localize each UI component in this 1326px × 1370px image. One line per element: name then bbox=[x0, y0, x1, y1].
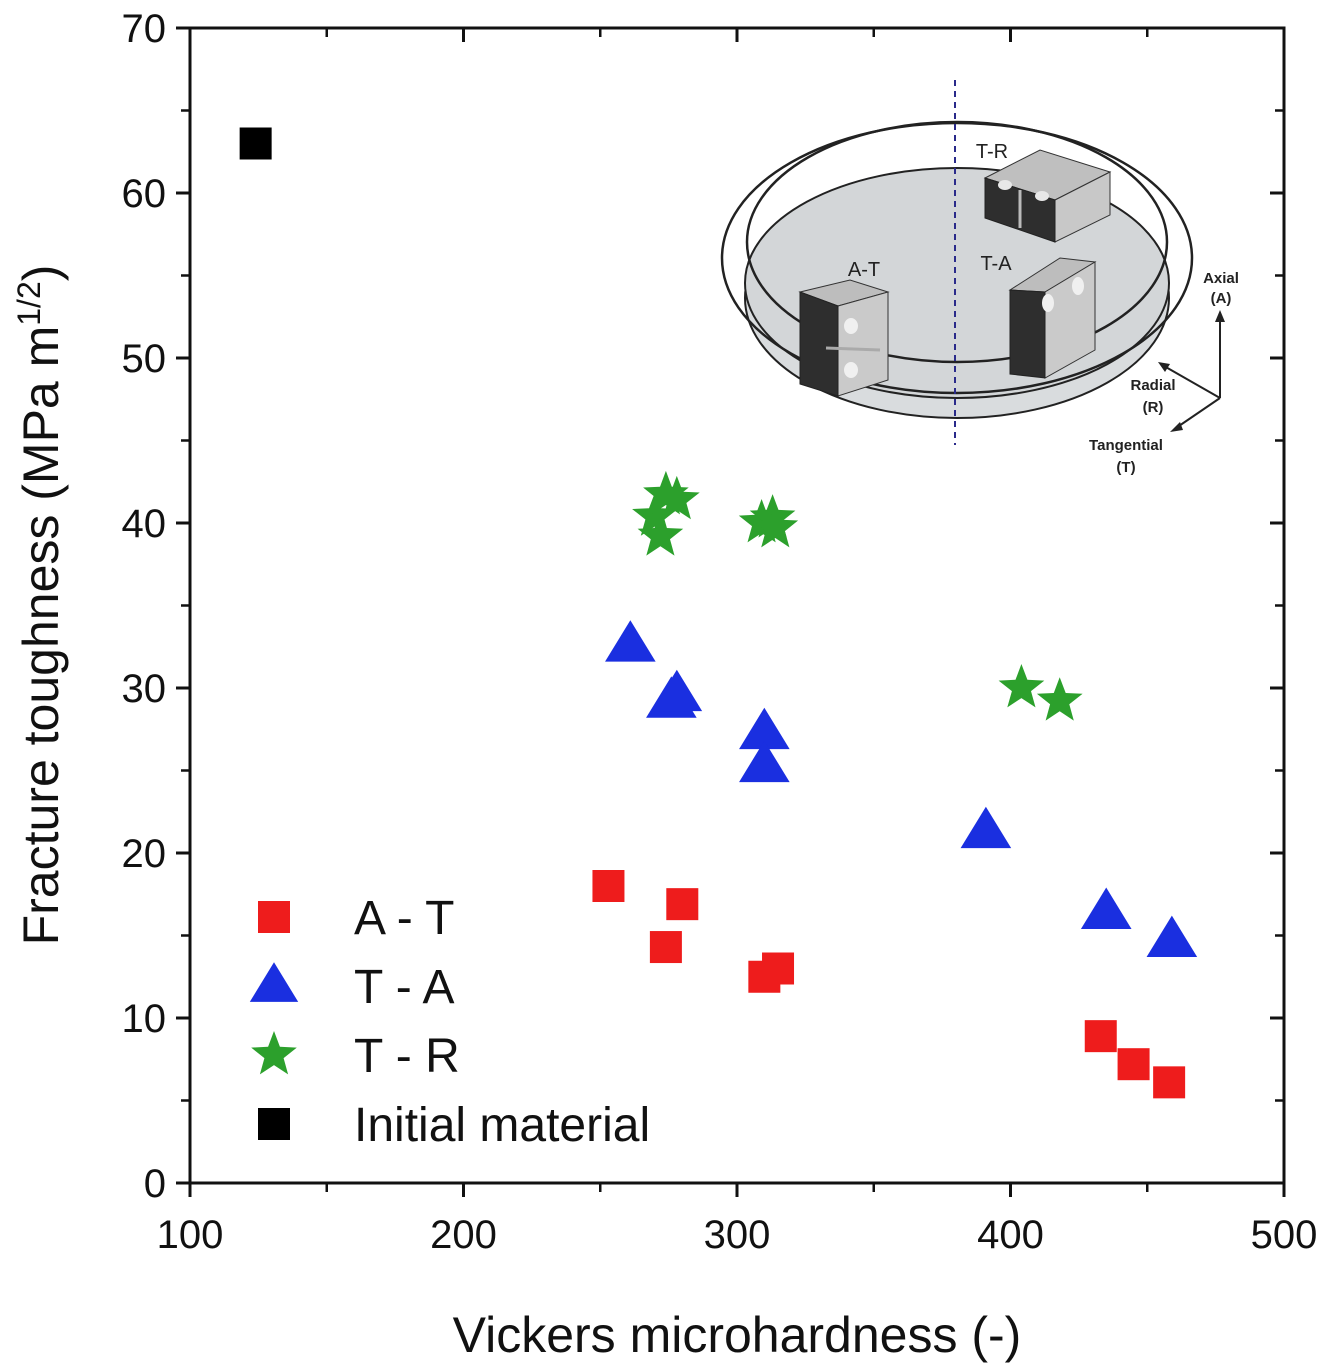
y-tick-label: 30 bbox=[122, 667, 167, 711]
inset-label-axial: Axial bbox=[1203, 270, 1239, 287]
point-t-a bbox=[1146, 915, 1198, 958]
point-t-r bbox=[1036, 677, 1083, 721]
inset-label-at: A-T bbox=[848, 259, 880, 281]
point-a-t bbox=[649, 931, 682, 964]
x-tick-label: 200 bbox=[430, 1213, 497, 1257]
x-axis: 100 200 300 400 500 bbox=[157, 28, 1318, 1257]
point-t-a bbox=[1080, 887, 1132, 929]
point-t-r bbox=[998, 664, 1045, 708]
legend-label-a-t: A - T bbox=[354, 892, 454, 945]
tr-specimen bbox=[983, 149, 1112, 243]
y-axis: 0 10 20 30 40 50 60 70 bbox=[122, 7, 1284, 1206]
data-points bbox=[239, 127, 1198, 1099]
y-axis-title-close: ) bbox=[13, 265, 69, 282]
y-axis-title-group: Fracture toughness (MPa m1/2) bbox=[11, 265, 69, 946]
legend-label-initial-material: Initial material bbox=[354, 1099, 650, 1152]
y-tick-label: 60 bbox=[122, 172, 167, 216]
y-tick-label: 20 bbox=[122, 832, 167, 876]
point-t-r bbox=[632, 492, 678, 536]
point-t-a bbox=[605, 620, 656, 662]
inset-label-axial-abbr: (A) bbox=[1211, 290, 1232, 307]
upper-ring bbox=[745, 120, 1169, 364]
x-axis-title: Vickers microhardness (-) bbox=[453, 1307, 1022, 1363]
point-initial-material bbox=[239, 127, 272, 160]
inset-label-tangential: Tangential bbox=[1089, 437, 1163, 454]
point-t-r bbox=[654, 475, 700, 520]
y-tick-label: 50 bbox=[122, 337, 167, 381]
inset-label-radial: Radial bbox=[1130, 377, 1175, 394]
legend-marker-a-t bbox=[258, 901, 290, 933]
y-tick-label: 40 bbox=[122, 502, 167, 546]
x-tick-label: 100 bbox=[157, 1213, 224, 1257]
point-a-t bbox=[1153, 1066, 1186, 1099]
x-tick-label: 400 bbox=[977, 1213, 1044, 1257]
point-a-t bbox=[1084, 1020, 1117, 1053]
y-axis-title: Fracture toughness (MPa m1/2) bbox=[11, 265, 69, 946]
legend: A - T T - A T - R Initial material bbox=[249, 892, 650, 1152]
inset-label-tangential-abbr: (T) bbox=[1116, 459, 1135, 476]
point-t-a bbox=[739, 740, 790, 783]
x-tick-label: 500 bbox=[1251, 1213, 1318, 1257]
y-tick-label: 70 bbox=[122, 7, 167, 51]
point-t-a bbox=[960, 806, 1012, 849]
point-t-a bbox=[739, 707, 790, 750]
point-t-r bbox=[752, 503, 799, 548]
inset-label-radial-abbr: (R) bbox=[1143, 399, 1164, 416]
inset-label-tr: T-R bbox=[976, 141, 1008, 163]
y-tick-label: 10 bbox=[122, 997, 167, 1041]
y-axis-title-sup: 1/2 bbox=[11, 281, 47, 325]
legend-marker-initial-material bbox=[258, 1108, 290, 1140]
at-specimen bbox=[798, 279, 890, 397]
y-tick-label: 0 bbox=[144, 1162, 166, 1206]
ta-specimen bbox=[1008, 257, 1097, 379]
orientation-axes bbox=[1158, 310, 1225, 432]
point-a-t bbox=[1117, 1048, 1150, 1081]
x-tick-label: 300 bbox=[704, 1213, 771, 1257]
point-t-a bbox=[651, 669, 703, 712]
inset-label-ta: T-A bbox=[980, 253, 1012, 275]
legend-label-t-a: T - A bbox=[354, 961, 454, 1014]
legend-marker-t-r bbox=[251, 1031, 297, 1075]
legend-label-t-r: T - R bbox=[354, 1030, 460, 1083]
point-a-t bbox=[592, 870, 625, 902]
y-axis-title-main: Fracture toughness (MPa m bbox=[13, 326, 69, 946]
point-a-t bbox=[666, 888, 699, 921]
specimen-orientation-inset: T-R A-T T-A Axial (A) Radial (R) Tangent… bbox=[720, 80, 1239, 476]
point-a-t bbox=[762, 952, 795, 985]
legend-marker-t-a bbox=[249, 962, 299, 1002]
point-t-r bbox=[637, 512, 684, 556]
